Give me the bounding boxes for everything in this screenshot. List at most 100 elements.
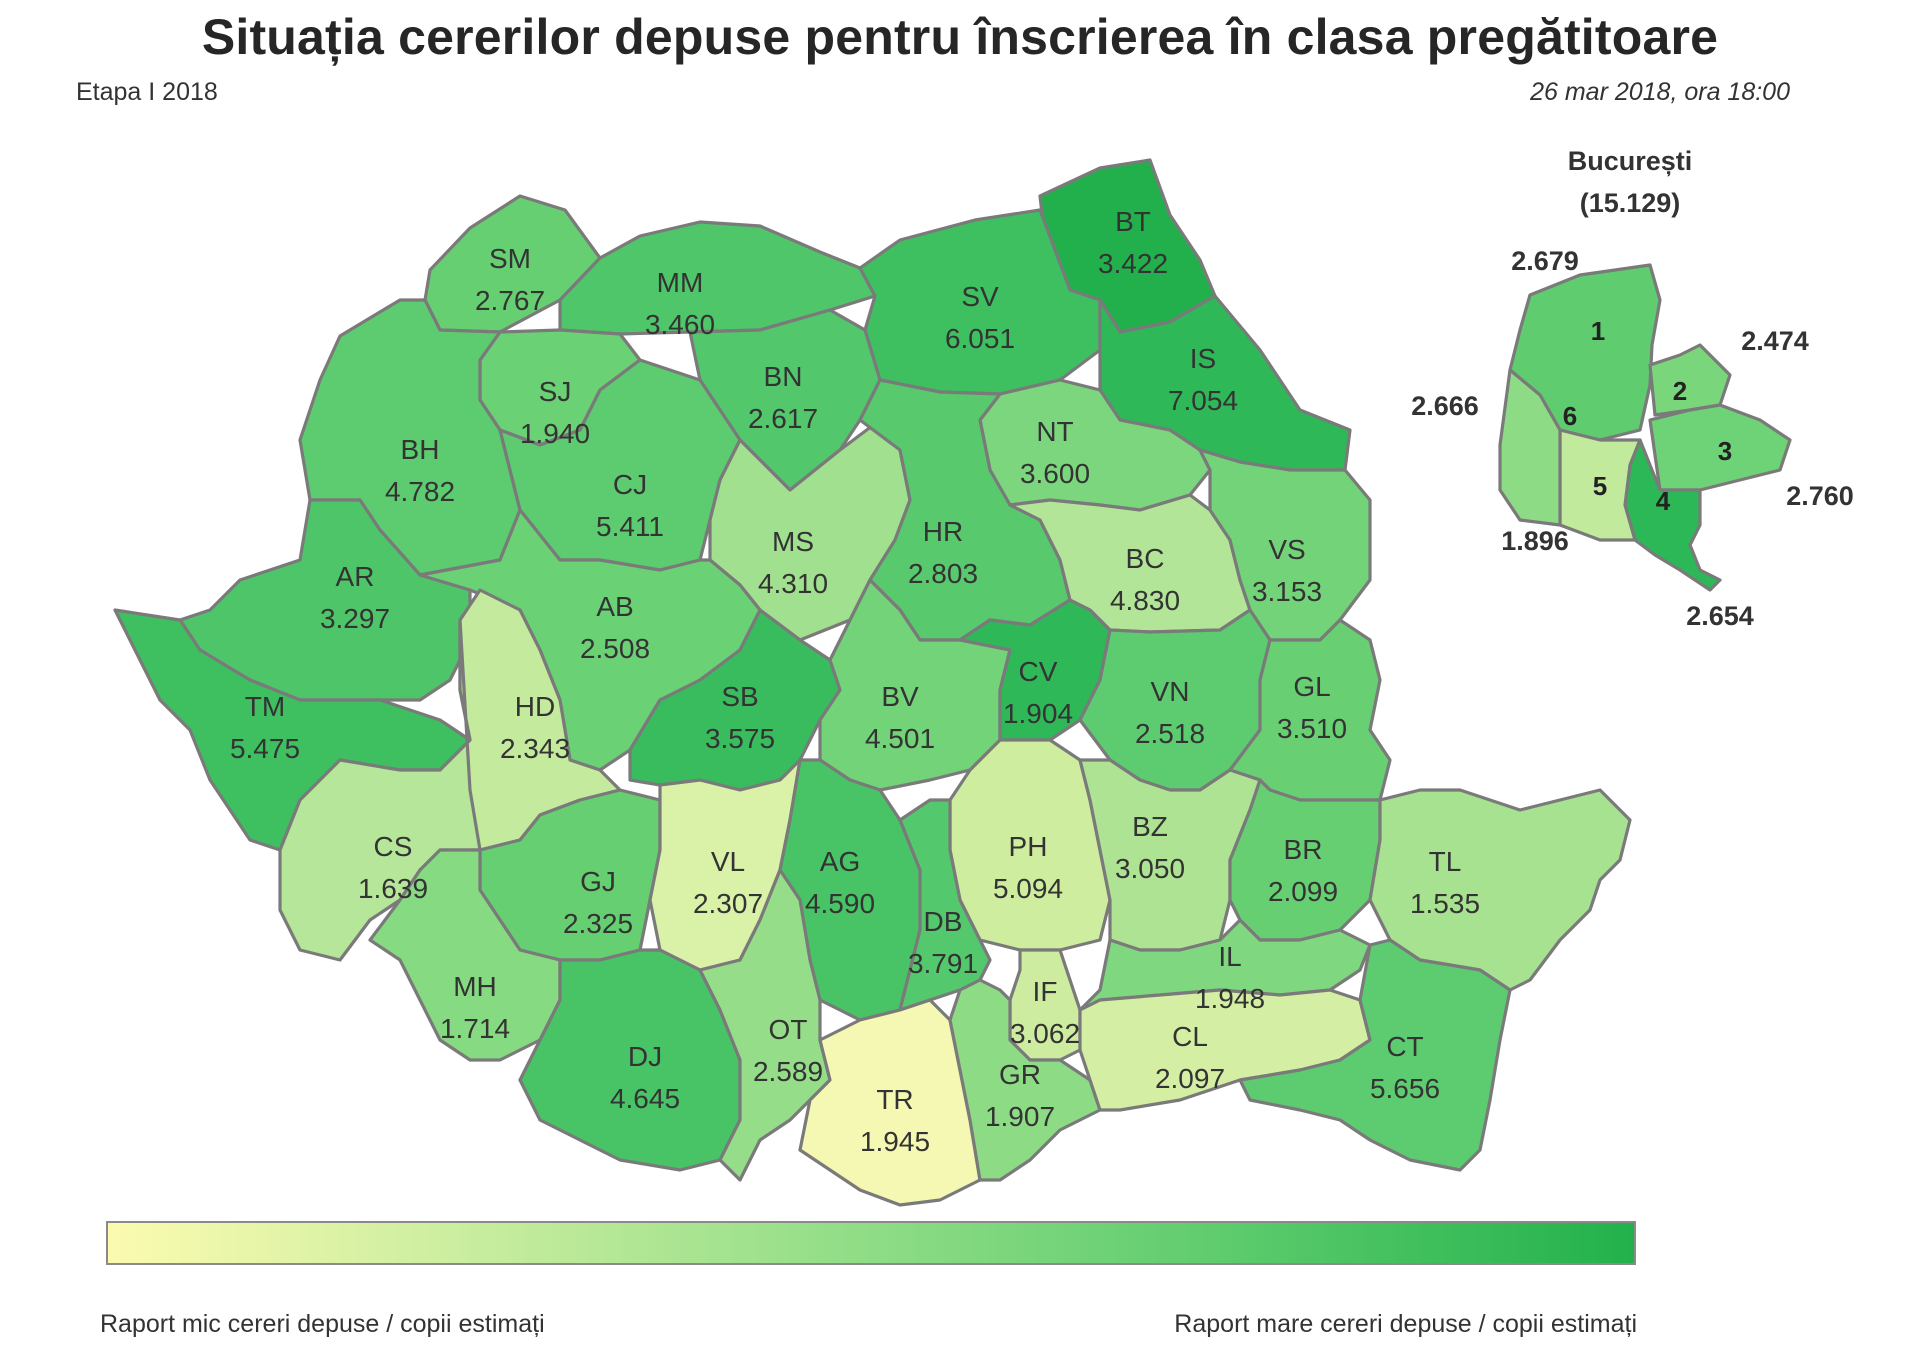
county-value-label: 3.297 (320, 603, 390, 634)
county-code-label: AG (820, 846, 860, 877)
county-value-label: 4.590 (805, 888, 875, 919)
county-value-label: 2.518 (1135, 718, 1205, 749)
county-code-label: MS (772, 526, 814, 557)
sector-number-label: 6 (1563, 401, 1577, 431)
sector-value-label: 2.666 (1411, 391, 1479, 421)
county-code-label: VS (1268, 534, 1305, 565)
county-value-label: 5.656 (1370, 1073, 1440, 1104)
sector-value-label: 2.474 (1741, 326, 1809, 356)
county-value-label: 2.617 (748, 403, 818, 434)
county-code-label: SM (489, 243, 531, 274)
county-value-label: 1.904 (1003, 698, 1073, 729)
county-value-label: 1.535 (1410, 888, 1480, 919)
county-value-label: 2.097 (1155, 1063, 1225, 1094)
county-value-label: 3.062 (1010, 1018, 1080, 1049)
county-value-label: 2.325 (563, 908, 633, 939)
county-code-label: GL (1293, 671, 1330, 702)
sector-value-label: 1.896 (1501, 526, 1569, 556)
county-code-label: CT (1386, 1031, 1423, 1062)
sector-value-label: 2.679 (1511, 246, 1579, 276)
county-value-label: 1.945 (860, 1126, 930, 1157)
bucharest-title: București (1568, 146, 1693, 176)
county-code-label: DB (924, 906, 963, 937)
county-value-label: 2.767 (475, 285, 545, 316)
sector-number-label: 3 (1718, 436, 1732, 466)
timestamp-label: 26 mar 2018, ora 18:00 (1530, 78, 1790, 106)
county-value-label: 2.589 (753, 1056, 823, 1087)
county-value-label: 6.051 (945, 323, 1015, 354)
legend-high-label: Raport mare cereri depuse / copii estima… (1174, 1310, 1637, 1338)
county-value-label: 2.508 (580, 633, 650, 664)
county-code-label: TM (245, 691, 285, 722)
county-value-label: 2.343 (500, 733, 570, 764)
county-code-label: TR (876, 1084, 913, 1115)
county-code-label: CL (1172, 1021, 1208, 1052)
county-value-label: 1.714 (440, 1013, 510, 1044)
county-value-label: 1.907 (985, 1101, 1055, 1132)
counties-layer (113, 158, 1632, 1207)
county-value-label: 5.475 (230, 733, 300, 764)
county-code-label: VL (711, 846, 745, 877)
county-code-label: IS (1190, 343, 1216, 374)
county-value-label: 4.782 (385, 476, 455, 507)
county-value-label: 3.600 (1020, 458, 1090, 489)
map-title: Situația cererilor depuse pentru înscrie… (201, 9, 1719, 65)
county-code-label: GJ (580, 866, 616, 897)
county-code-label: OT (769, 1014, 808, 1045)
county-code-label: BT (1115, 206, 1151, 237)
county-code-label: VN (1151, 676, 1190, 707)
county-code-label: SB (721, 681, 758, 712)
county-code-label: NT (1036, 416, 1073, 447)
county-code-label: GR (999, 1059, 1041, 1090)
county-value-label: 3.422 (1098, 248, 1168, 279)
stage-label: Etapa I 2018 (76, 78, 218, 106)
sector-number-label: 4 (1656, 486, 1671, 516)
sector-value-label: 2.760 (1786, 481, 1854, 511)
sector-5 (1558, 428, 1642, 542)
county-value-label: 4.645 (610, 1083, 680, 1114)
county-code-label: DJ (628, 1041, 662, 1072)
county-value-label: 7.054 (1168, 385, 1238, 416)
county-code-label: CJ (613, 469, 647, 500)
county-value-label: 1.639 (358, 873, 428, 904)
county-value-label: 5.094 (993, 873, 1063, 904)
county-code-label: MM (657, 267, 704, 298)
county-code-label: AB (596, 591, 633, 622)
county-value-label: 3.575 (705, 723, 775, 754)
county-value-label: 4.830 (1110, 585, 1180, 616)
county-value-label: 3.153 (1252, 576, 1322, 607)
bucharest-inset: București (15.129) 1 2.679 2 2.474 3 2.760 4 2.65… (1411, 146, 1854, 631)
county-value-label: 2.307 (693, 888, 763, 919)
county-value-label: 1.940 (520, 418, 590, 449)
legend-color-scale (106, 1221, 1636, 1265)
county-code-label: CS (374, 831, 413, 862)
sector-2 (1648, 343, 1732, 417)
county-tl (1368, 788, 1632, 992)
county-code-label: MH (453, 971, 497, 1002)
county-code-label: SV (961, 281, 999, 312)
county-tr (798, 998, 982, 1207)
county-code-label: TL (1429, 846, 1462, 877)
county-code-label: SJ (539, 376, 572, 407)
sector-number-label: 5 (1593, 471, 1607, 501)
county-code-label: AR (336, 561, 375, 592)
county-code-label: BC (1126, 543, 1165, 574)
sector-6 (1498, 368, 1562, 527)
county-code-label: BR (1284, 834, 1323, 865)
county-code-label: BZ (1132, 811, 1168, 842)
county-code-label: HR (923, 516, 963, 547)
bucharest-total: (15.129) (1580, 188, 1681, 218)
county-code-label: BN (764, 361, 803, 392)
county-value-label: 2.803 (908, 558, 978, 589)
county-value-label: 1.948 (1195, 983, 1265, 1014)
county-code-label: HD (515, 691, 555, 722)
county-code-label: IF (1033, 976, 1058, 1007)
county-value-label: 3.460 (645, 309, 715, 340)
county-value-label: 5.411 (596, 511, 664, 542)
county-code-label: PH (1009, 831, 1048, 862)
sector-number-label: 1 (1591, 316, 1605, 346)
county-value-label: 3.050 (1115, 853, 1185, 884)
county-code-label: CV (1019, 656, 1058, 687)
sector-number-label: 2 (1673, 376, 1687, 406)
county-code-label: BH (401, 434, 440, 465)
